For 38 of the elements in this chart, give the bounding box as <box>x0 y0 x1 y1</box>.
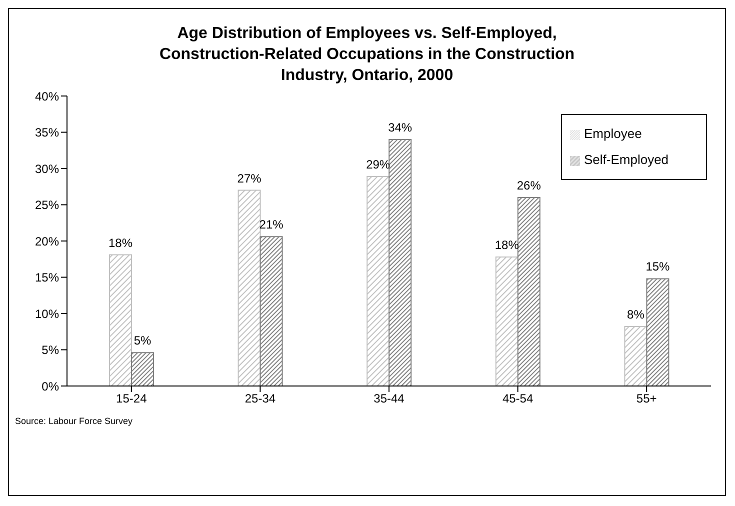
bar <box>646 278 670 386</box>
y-tick-label: 30% <box>34 162 60 176</box>
y-tick-label: 40% <box>34 89 60 104</box>
data-label: 18% <box>494 238 520 252</box>
data-label: 18% <box>108 236 133 250</box>
data-label: 26% <box>516 178 542 192</box>
data-label: 8% <box>627 308 645 322</box>
x-tick-label: 35-44 <box>374 392 405 406</box>
bar <box>238 190 261 386</box>
y-tick-label: 20% <box>34 234 60 248</box>
bar <box>624 326 648 386</box>
data-label: 15% <box>646 260 670 274</box>
x-tick-label: 25-34 <box>244 392 276 406</box>
bar <box>495 256 518 386</box>
bar <box>260 236 283 386</box>
source-note: Source: Labour Force Survey <box>15 416 134 426</box>
y-tick-label: 35% <box>34 126 60 140</box>
legend-label: Employee <box>584 126 642 141</box>
bar <box>131 352 154 386</box>
legend-label: Self-Employed <box>584 152 669 167</box>
y-tick-label: 0% <box>42 379 60 394</box>
data-label: 21% <box>259 218 284 232</box>
data-label: 34% <box>388 120 412 134</box>
y-tick-label: 10% <box>34 306 60 321</box>
bar <box>388 139 412 386</box>
x-tick-label: 45-54 <box>502 392 534 406</box>
bar <box>517 197 540 386</box>
data-label: 29% <box>366 157 390 172</box>
bar <box>109 254 132 386</box>
x-tick-label: 15-24 <box>116 392 148 406</box>
chart-title: Age Distribution of Employees vs. Self-Employed, Construction-Related Occupations in the Construction Industry, Ontario, 2000 <box>158 24 576 86</box>
x-tick-label: 55+ <box>636 392 657 406</box>
y-tick-label: 5% <box>42 343 60 358</box>
y-tick-label: 15% <box>34 270 60 285</box>
y-tick-label: 25% <box>34 198 60 212</box>
data-label: 5% <box>134 334 152 348</box>
bar <box>366 176 390 386</box>
data-label: 27% <box>237 171 262 186</box>
